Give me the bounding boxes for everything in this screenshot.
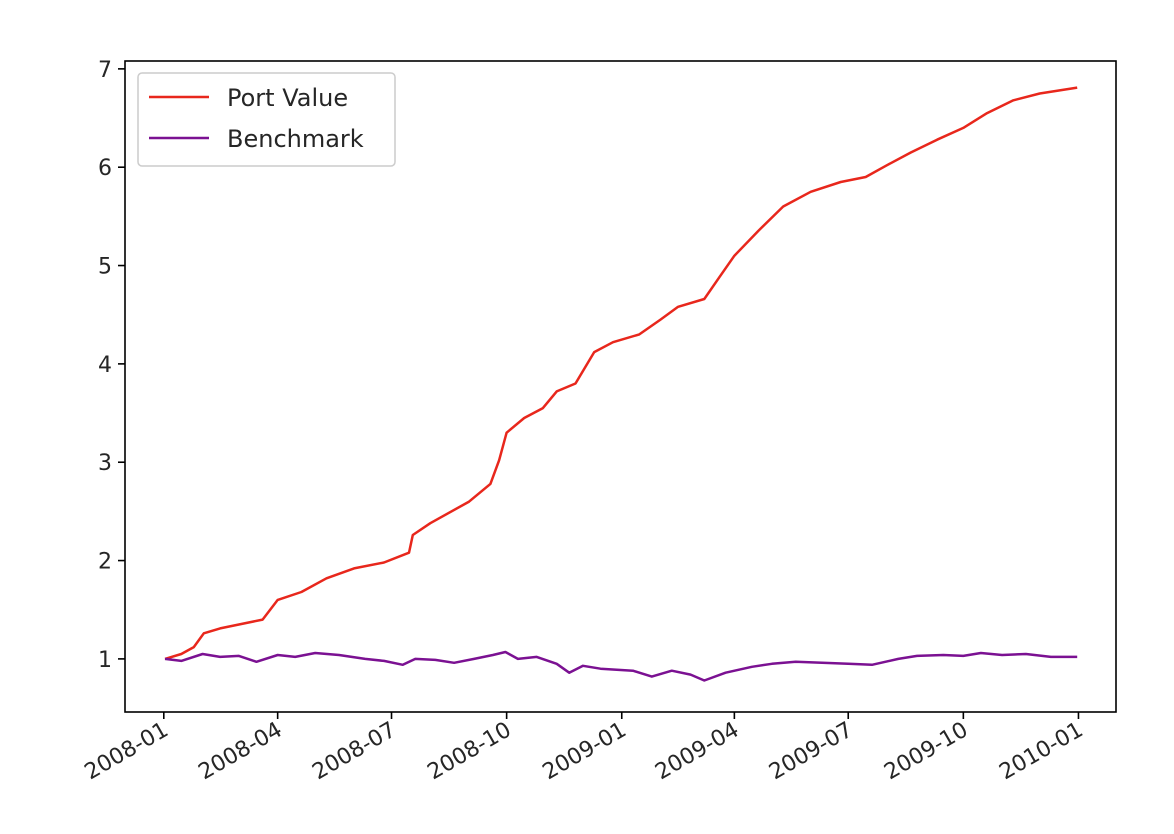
- y-tick-label: 5: [98, 255, 112, 280]
- y-tick-label: 7: [98, 58, 112, 83]
- y-tick-label: 4: [98, 353, 112, 378]
- y-tick-label: 1: [98, 648, 112, 673]
- y-tick-label: 3: [98, 451, 112, 476]
- x-tick-label: 2010-01: [995, 718, 1087, 786]
- series-line-benchmark: [164, 650, 1078, 682]
- legend-label-port-value: Port Value: [227, 84, 348, 112]
- x-tick-label: 2008-04: [195, 718, 287, 786]
- x-tick-label: 2009-07: [765, 718, 857, 786]
- legend-label-benchmark: Benchmark: [227, 125, 364, 153]
- series-layer: [164, 86, 1078, 682]
- x-tick-label: 2009-10: [880, 718, 972, 786]
- x-tick-label: 2009-01: [539, 718, 631, 786]
- series-line-port-value: [164, 86, 1078, 661]
- y-axis: 1 2 3 4 5 6 7: [98, 58, 125, 673]
- plot-area: [125, 61, 1116, 712]
- y-tick-label: 6: [98, 156, 112, 181]
- plot-frame: [124, 60, 1117, 713]
- x-tick-label: 2008-07: [308, 718, 400, 786]
- x-tick-label: 2009-04: [651, 718, 743, 786]
- x-axis: 2008-01 2008-04 2008-07 2008-10 2009-01 2009-…: [81, 712, 1087, 786]
- x-tick-label: 2008-01: [81, 718, 173, 786]
- legend: Port Value Benchmark: [137, 72, 396, 167]
- x-tick-label: 2008-10: [424, 718, 516, 786]
- y-tick-label: 2: [98, 550, 112, 575]
